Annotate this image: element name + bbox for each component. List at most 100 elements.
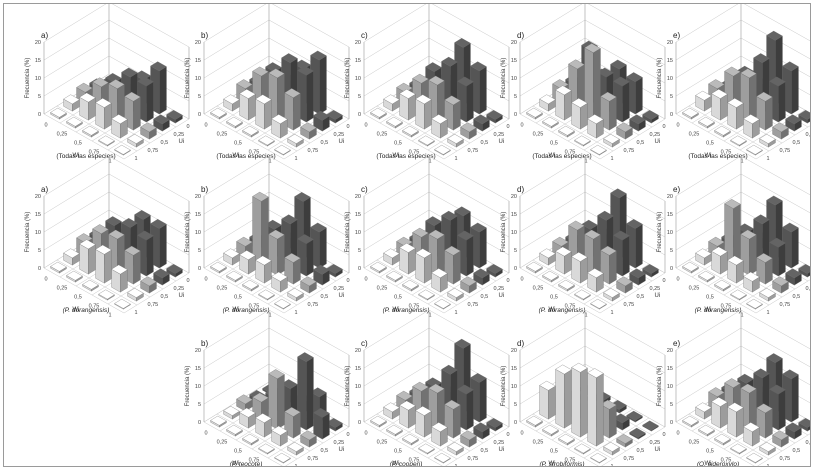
chart-panel-14: 0510152000,250,50,75110,750,50,250WiUiFr…	[657, 309, 810, 466]
z-tick-label: 15	[355, 58, 361, 64]
wi-tick-label: 0,75	[409, 304, 420, 310]
bar	[759, 134, 776, 148]
bar	[370, 261, 387, 274]
z-tick-label: 20	[511, 40, 517, 46]
frequency-axis-label: Frecuencia (%)	[345, 212, 351, 253]
bar	[98, 289, 115, 301]
wi-tick-label: 0,75	[721, 458, 732, 464]
bar	[370, 107, 387, 120]
bar	[447, 442, 464, 456]
ui-axis-label: Ui	[655, 139, 661, 145]
wi-tick-label: 1	[428, 159, 431, 165]
gridline	[675, 327, 810, 369]
z-tick-label: 5	[514, 94, 517, 100]
species-caption: (P. durangensis)	[539, 307, 586, 314]
bar	[431, 268, 448, 293]
bar	[166, 264, 183, 278]
bar	[223, 94, 240, 112]
panel-label: a)	[41, 31, 48, 40]
wi-tick-label: 0,75	[409, 150, 420, 156]
wi-tick-label: 0	[364, 123, 367, 129]
bar	[785, 114, 802, 132]
bar	[95, 98, 112, 130]
z-tick-label: 5	[670, 248, 673, 254]
frequency-axis-label: Frecuencia (%)	[657, 366, 663, 407]
ui-tick-label: 1	[767, 156, 770, 162]
bar	[226, 270, 243, 283]
wi-tick-label: 1	[584, 313, 587, 319]
floor-gridline	[216, 105, 298, 152]
bar	[460, 122, 477, 140]
bar	[210, 261, 227, 274]
bar	[242, 125, 259, 138]
bar	[698, 270, 715, 283]
bar	[558, 125, 575, 138]
ui-tick-label: 0	[187, 278, 190, 284]
bar	[444, 95, 461, 131]
bar	[486, 110, 503, 124]
chart-panel-5: 0510152000,250,50,75110,750,50,250WiUiFr…	[657, 4, 810, 165]
bar	[798, 264, 810, 278]
bar	[431, 422, 448, 447]
floor-gridline	[363, 113, 445, 160]
wi-axis-label: Wi	[705, 461, 712, 466]
bar	[140, 276, 157, 294]
wi-tick-label: 0,25	[533, 440, 544, 446]
wi-tick-label: 0,25	[533, 286, 544, 292]
wi-tick-label: 1	[740, 159, 743, 165]
wi-tick-label: 0,25	[689, 286, 700, 292]
bar	[434, 298, 451, 310]
bar	[473, 422, 490, 440]
floor-gridline	[443, 272, 510, 314]
floor-gridline	[532, 259, 614, 306]
panel-label: c)	[361, 339, 368, 348]
bar	[542, 424, 559, 437]
bar	[740, 68, 757, 122]
ui-tick-label: 0,5	[481, 140, 489, 146]
bar	[555, 85, 572, 121]
floor-gridline	[519, 267, 601, 314]
bar	[772, 430, 789, 448]
bar	[574, 135, 591, 147]
bar	[82, 279, 99, 292]
bar	[727, 402, 744, 438]
bar	[252, 191, 269, 267]
bar	[574, 289, 591, 301]
ui-tick-label: 0,75	[148, 148, 159, 154]
wi-tick-label: 0,5	[74, 141, 82, 147]
wi-tick-label: 0,5	[550, 141, 558, 147]
ui-tick-label: 0,5	[793, 448, 801, 454]
bar	[370, 415, 387, 428]
bar	[239, 250, 256, 275]
z-tick-label: 0	[514, 266, 517, 272]
bar	[63, 94, 80, 112]
gridline	[363, 4, 510, 48]
bar	[268, 369, 285, 430]
bar	[418, 135, 435, 147]
ui-tick-label: 0,5	[481, 294, 489, 300]
bar	[300, 430, 317, 448]
z-tick-label: 15	[195, 212, 201, 218]
bar	[785, 268, 802, 286]
bar	[695, 402, 712, 420]
z-tick-label: 20	[667, 348, 673, 354]
z-tick-label: 0	[670, 112, 673, 118]
ui-tick-label: 0	[663, 124, 666, 130]
floor-gridline	[203, 267, 285, 314]
wi-tick-label: 0,25	[533, 132, 544, 138]
wi-tick-label: 0	[44, 123, 47, 129]
z-tick-label: 20	[355, 194, 361, 200]
bar	[111, 264, 128, 293]
z-tick-label: 0	[198, 266, 201, 272]
bar	[558, 433, 575, 446]
z-tick-label: 15	[667, 212, 673, 218]
ui-tick-label: 0,25	[334, 440, 345, 446]
floor-gridline	[43, 113, 125, 160]
z-tick-label: 10	[667, 76, 673, 82]
floor-gridline	[755, 279, 810, 314]
ui-tick-label: 0,25	[806, 286, 811, 292]
